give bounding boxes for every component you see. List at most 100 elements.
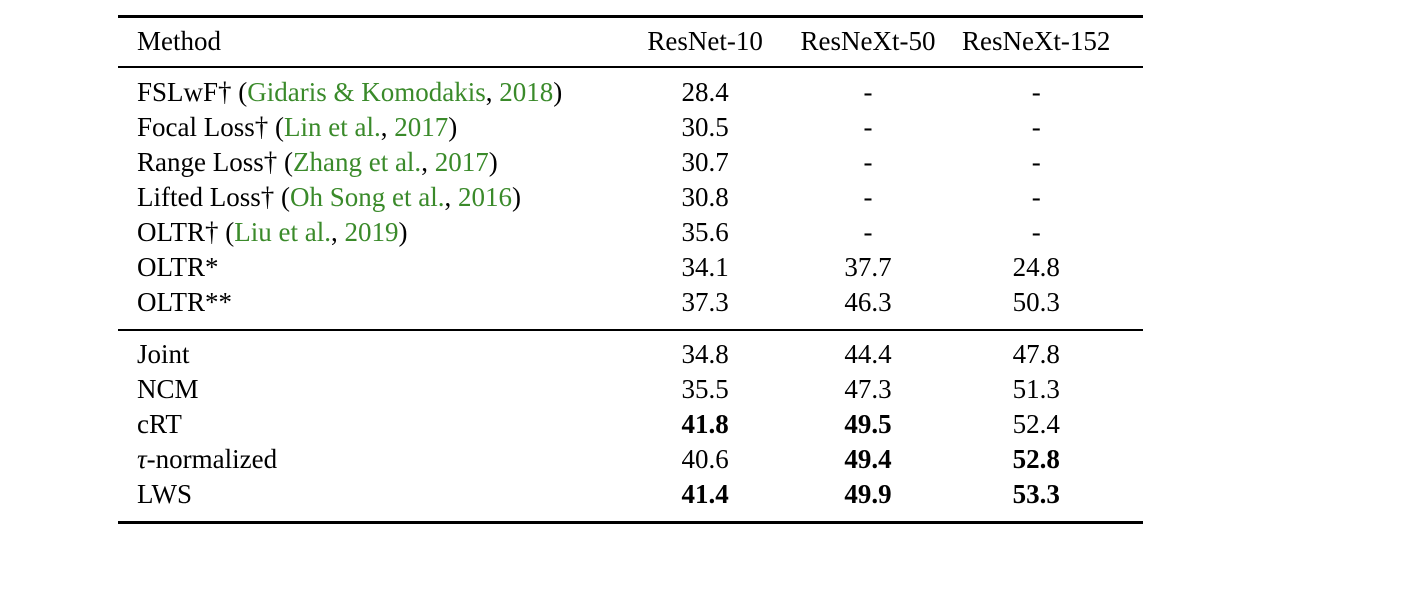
method-cell: FSLwF† (Gidaris & Komodakis, 2018) <box>118 67 623 110</box>
citation-open: ( <box>231 77 248 107</box>
table-row: OLTR† (Liu et al., 2019) 35.6 - - <box>118 215 1143 250</box>
table-row: τ-normalized 40.6 49.4 52.8 <box>118 442 1143 477</box>
value-resnet-10: 30.7 <box>681 147 729 177</box>
citation-year-link[interactable]: 2016 <box>457 182 512 212</box>
citation-year-link[interactable]: 2018 <box>499 77 554 107</box>
value-resnet-10: 28.4 <box>681 77 729 107</box>
method-name: OLTR** <box>137 287 233 317</box>
table-row: Range Loss† (Zhang et al., 2017) 30.7 - … <box>118 145 1143 180</box>
value-resnext-50: 47.3 <box>844 374 892 404</box>
citation-comma: , <box>444 182 458 212</box>
header-resnext-50: ResNeXt-50 <box>800 26 936 56</box>
value-resnet-10: 35.6 <box>681 217 729 247</box>
value-resnext-50: - <box>863 147 873 177</box>
table-row: OLTR** 37.3 46.3 50.3 <box>118 285 1143 330</box>
table-row: NCM 35.5 47.3 51.3 <box>118 372 1143 407</box>
method-name: LWS <box>137 479 192 509</box>
method-name: -normalized <box>146 444 278 474</box>
method-name: Lifted Loss† <box>137 182 275 212</box>
results-table-container: Method ResNet-10 ResNeXt-50 ResNeXt-152 … <box>118 15 1143 524</box>
method-name: OLTR* <box>137 252 219 282</box>
value-resnext-50: 49.9 <box>844 479 892 509</box>
method-name: Range Loss† <box>137 147 278 177</box>
table-row: cRT 41.8 49.5 52.4 <box>118 407 1143 442</box>
citation-authors-link[interactable]: Gidaris & Komodakis <box>247 77 486 107</box>
value-resnet-10: 34.1 <box>681 252 729 282</box>
value-resnext-50: 49.5 <box>844 409 892 439</box>
citation-authors-link[interactable]: Lin et al. <box>284 112 381 142</box>
citation-open: ( <box>268 112 284 142</box>
proposed-group: Joint 34.8 44.4 47.8 NCM 35.5 47.3 51.3 … <box>118 330 1143 523</box>
value-resnext-152: - <box>1031 217 1041 247</box>
value-resnext-50: 44.4 <box>844 339 892 369</box>
citation-comma: , <box>421 147 435 177</box>
method-name: FSLwF† <box>137 77 232 107</box>
value-resnext-152: 24.8 <box>1012 252 1060 282</box>
value-resnext-152: - <box>1031 147 1041 177</box>
citation-open: ( <box>277 147 293 177</box>
value-resnext-152: 51.3 <box>1012 374 1060 404</box>
method-cell: τ-normalized <box>118 442 623 477</box>
value-resnext-152: - <box>1031 77 1041 107</box>
citation-comma: , <box>380 112 395 142</box>
table-row: Lifted Loss† (Oh Song et al., 2016) 30.8… <box>118 180 1143 215</box>
method-cell: OLTR† (Liu et al., 2019) <box>118 215 623 250</box>
value-resnet-10: 40.6 <box>681 444 729 474</box>
value-resnext-152: 50.3 <box>1012 287 1060 317</box>
baseline-group: FSLwF† (Gidaris & Komodakis, 2018) 28.4 … <box>118 67 1143 330</box>
table-row: Joint 34.8 44.4 47.8 <box>118 330 1143 372</box>
citation-open: ( <box>218 217 235 247</box>
value-resnet-10: 37.3 <box>681 287 729 317</box>
value-resnext-50: 46.3 <box>844 287 892 317</box>
method-name: Joint <box>137 339 190 369</box>
citation-authors-link[interactable]: Zhang et al. <box>292 147 422 177</box>
value-resnext-50: - <box>863 217 873 247</box>
citation-year-link[interactable]: 2019 <box>344 217 399 247</box>
citation-authors-link[interactable]: Oh Song et al. <box>289 182 445 212</box>
citation-open: ( <box>274 182 290 212</box>
value-resnext-152: - <box>1031 112 1041 142</box>
value-resnext-152: - <box>1031 182 1041 212</box>
value-resnet-10: 41.4 <box>681 479 729 509</box>
table-header: Method ResNet-10 ResNeXt-50 ResNeXt-152 <box>118 16 1143 67</box>
value-resnet-10: 34.8 <box>681 339 729 369</box>
method-name: NCM <box>137 374 199 404</box>
citation-close: ) <box>398 217 408 247</box>
method-cell: Focal Loss† (Lin et al., 2017) <box>118 110 623 145</box>
method-name: OLTR† <box>137 217 219 247</box>
method-name: Focal Loss† <box>137 112 269 142</box>
citation-close: ) <box>553 77 563 107</box>
value-resnext-50: - <box>863 182 873 212</box>
method-cell: Lifted Loss† (Oh Song et al., 2016) <box>118 180 623 215</box>
value-resnext-50: - <box>863 77 873 107</box>
citation-close: ) <box>488 147 498 177</box>
header-resnet-10: ResNet-10 <box>647 26 763 56</box>
value-resnext-152: 47.8 <box>1012 339 1060 369</box>
value-resnext-50: 37.7 <box>844 252 892 282</box>
table-row: LWS 41.4 49.9 53.3 <box>118 477 1143 523</box>
value-resnet-10: 35.5 <box>681 374 729 404</box>
citation-close: ) <box>448 112 458 142</box>
method-name: cRT <box>137 409 182 439</box>
value-resnext-152: 52.4 <box>1012 409 1060 439</box>
method-cell: Range Loss† (Zhang et al., 2017) <box>118 145 623 180</box>
citation-comma: , <box>485 77 500 107</box>
citation-close: ) <box>511 182 521 212</box>
citation-year-link[interactable]: 2017 <box>394 112 449 142</box>
value-resnext-50: - <box>863 112 873 142</box>
value-resnet-10: 41.8 <box>681 409 729 439</box>
value-resnet-10: 30.5 <box>681 112 729 142</box>
table-row: FSLwF† (Gidaris & Komodakis, 2018) 28.4 … <box>118 67 1143 110</box>
header-resnext-152: ResNeXt-152 <box>961 26 1111 56</box>
citation-year-link[interactable]: 2017 <box>434 147 489 177</box>
citation-authors-link[interactable]: Liu et al. <box>234 217 331 247</box>
value-resnext-152: 53.3 <box>1012 479 1060 509</box>
value-resnet-10: 30.8 <box>681 182 729 212</box>
value-resnext-50: 49.4 <box>844 444 892 474</box>
tau-symbol: τ <box>137 444 147 474</box>
value-resnext-152: 52.8 <box>1012 444 1060 474</box>
header-method: Method <box>137 26 221 56</box>
table-row: Focal Loss† (Lin et al., 2017) 30.5 - - <box>118 110 1143 145</box>
results-table: Method ResNet-10 ResNeXt-50 ResNeXt-152 … <box>118 15 1143 524</box>
header-row: Method ResNet-10 ResNeXt-50 ResNeXt-152 <box>118 16 1143 67</box>
